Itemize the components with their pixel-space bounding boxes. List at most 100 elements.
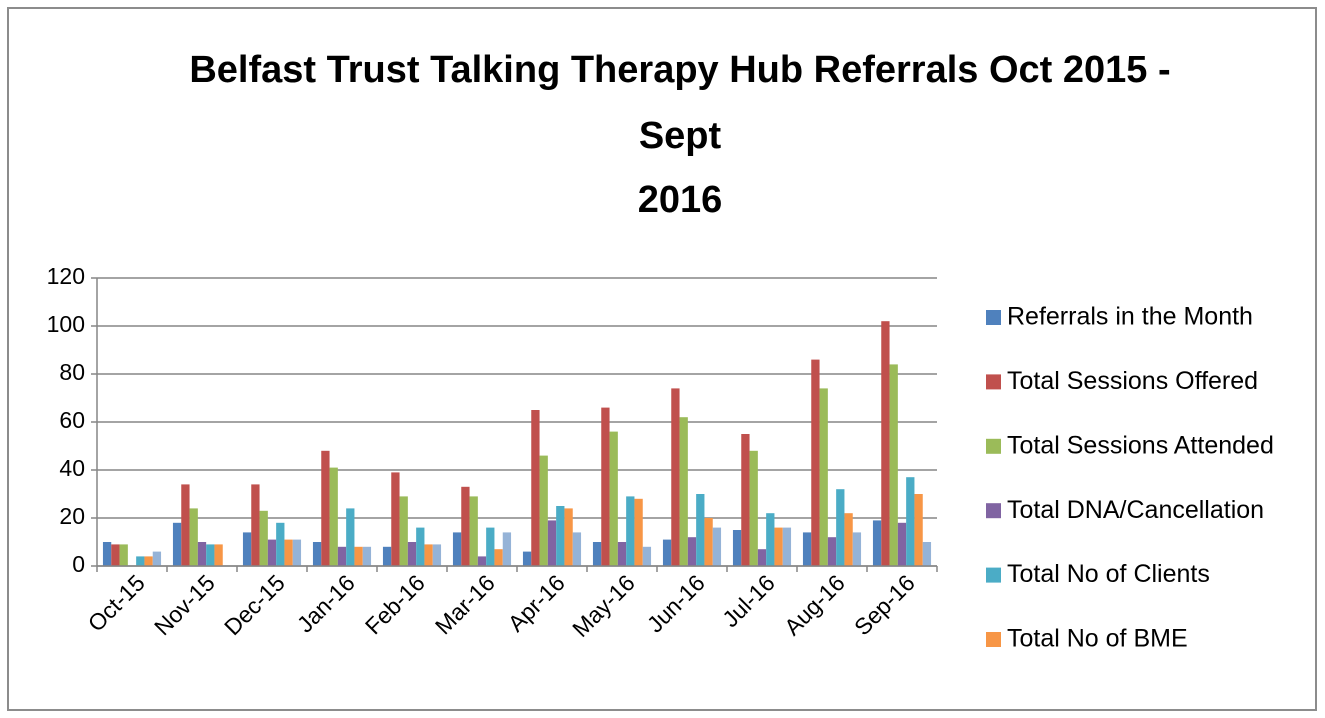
legend-swatch (986, 567, 1001, 583)
bar (609, 431, 618, 566)
bar (251, 484, 260, 566)
legend-swatch (986, 310, 1001, 325)
bar (634, 498, 643, 566)
bar (704, 518, 713, 566)
bar (346, 508, 355, 566)
bar (836, 489, 845, 566)
legend-swatch (986, 374, 1001, 390)
y-tick-label: 60 (59, 407, 85, 433)
bar (502, 532, 512, 566)
bar (432, 544, 442, 566)
bar (749, 450, 758, 566)
bar (486, 527, 495, 566)
bar (214, 544, 223, 566)
bar (144, 556, 153, 566)
y-tick-label: 120 (47, 263, 85, 289)
bar (189, 508, 198, 566)
bar (312, 542, 322, 566)
bar (259, 510, 268, 566)
bar (617, 542, 627, 566)
bar (906, 477, 915, 566)
bar (757, 549, 767, 566)
bar (564, 508, 573, 566)
bar (601, 407, 610, 566)
bar (292, 539, 302, 566)
bar (827, 537, 837, 566)
bar (572, 532, 582, 566)
bar (819, 388, 828, 566)
bar (329, 467, 338, 566)
bar (242, 532, 252, 566)
bar (539, 455, 548, 566)
bar (556, 506, 565, 566)
chart-border (7, 7, 1317, 711)
bar (732, 530, 742, 566)
bar (181, 484, 190, 566)
bar (111, 544, 120, 566)
chart-title: Belfast Trust Talking Therapy Hub Referr… (189, 49, 1170, 91)
bar (362, 546, 372, 566)
bar (152, 551, 162, 566)
bar (206, 544, 215, 566)
bar (136, 556, 145, 566)
legend-swatch (986, 503, 1001, 519)
bar (811, 359, 820, 566)
bar (267, 539, 277, 566)
bar (416, 527, 425, 566)
bar (354, 546, 363, 566)
bar (741, 434, 750, 566)
bar (696, 494, 705, 566)
y-tick-label: 80 (59, 359, 85, 385)
bar (337, 546, 347, 566)
bar (477, 556, 487, 566)
bar (547, 520, 557, 566)
bar (424, 544, 433, 566)
legend-label: Total No of BME (1007, 625, 1188, 653)
bar (914, 494, 923, 566)
bar (407, 542, 417, 566)
bar (626, 496, 635, 566)
legend-label: Referrals in the Month (1007, 303, 1253, 331)
bar (284, 539, 293, 566)
bar (642, 546, 652, 566)
legend-label: Total Sessions Offered (1007, 367, 1258, 395)
bar (399, 496, 408, 566)
y-tick-label: 0 (72, 551, 85, 577)
y-tick-label: 40 (59, 455, 85, 481)
bar (766, 513, 775, 566)
bar (782, 527, 792, 566)
bar (172, 522, 182, 566)
legend-swatch (986, 632, 1001, 647)
legend-swatch (986, 438, 1001, 454)
bar (844, 513, 853, 566)
bar (889, 364, 898, 566)
bar (712, 527, 722, 566)
bar (897, 522, 907, 566)
bar (494, 549, 503, 566)
bar (276, 522, 285, 566)
bar (531, 410, 540, 566)
legend-label: Total DNA/Cancellation (1007, 496, 1264, 524)
bar (852, 532, 862, 566)
y-tick-label: 100 (47, 311, 85, 337)
bar (774, 527, 783, 566)
bar (802, 532, 812, 566)
bar (662, 539, 672, 566)
bar (522, 551, 532, 566)
chart-title: 2016 (638, 179, 723, 221)
bar (679, 417, 688, 566)
bar (382, 546, 392, 566)
bar (469, 496, 478, 566)
bar (102, 542, 112, 566)
bar (881, 321, 890, 566)
bar (922, 542, 932, 566)
bar (872, 520, 882, 566)
bar (592, 542, 602, 566)
legend-label: Total No of Clients (1007, 560, 1210, 588)
bar (119, 544, 128, 566)
bar (197, 542, 207, 566)
bar (687, 537, 697, 566)
bar (321, 450, 330, 566)
bar (671, 388, 680, 566)
